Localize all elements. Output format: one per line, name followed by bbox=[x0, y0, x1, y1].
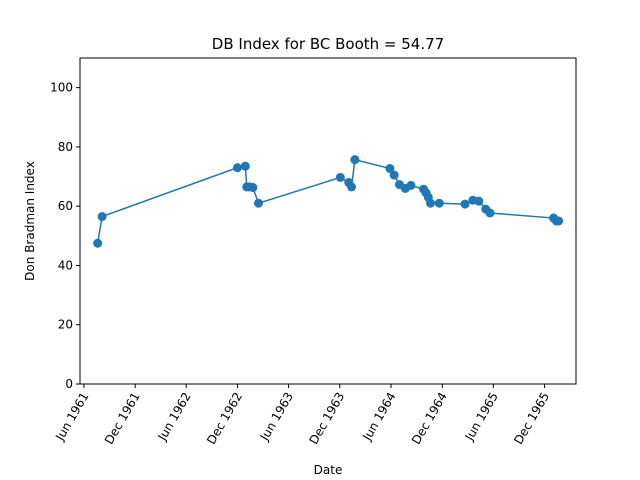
x-axis-label: Date bbox=[314, 463, 343, 477]
data-point bbox=[426, 198, 436, 208]
data-point bbox=[406, 180, 416, 190]
data-point bbox=[485, 208, 495, 218]
data-point bbox=[93, 238, 103, 248]
data-point bbox=[335, 172, 345, 182]
data-point bbox=[254, 198, 264, 208]
data-point bbox=[350, 155, 360, 165]
y-tick-label: 20 bbox=[58, 318, 73, 332]
data-point bbox=[554, 216, 564, 226]
data-point bbox=[385, 164, 395, 174]
data-point bbox=[347, 182, 357, 192]
data-point bbox=[232, 163, 242, 173]
y-tick-label: 0 bbox=[65, 377, 73, 391]
data-point bbox=[248, 183, 258, 193]
y-axis-label: Don Bradman Index bbox=[23, 161, 37, 281]
plot-area bbox=[93, 155, 564, 248]
data-point bbox=[389, 170, 399, 180]
y-axis: 0 20 40 60 80 100 bbox=[50, 81, 80, 391]
y-tick-label: 80 bbox=[58, 140, 73, 154]
y-tick-label: 100 bbox=[50, 81, 73, 95]
y-tick-label: 60 bbox=[58, 199, 73, 213]
data-point bbox=[434, 198, 444, 208]
data-point bbox=[474, 196, 484, 206]
data-point bbox=[460, 199, 470, 209]
axes-frame bbox=[79, 57, 577, 385]
data-point bbox=[97, 212, 107, 222]
y-tick-label: 40 bbox=[58, 258, 73, 272]
chart-title: DB Index for BC Booth = 54.77 bbox=[212, 35, 444, 53]
data-point bbox=[240, 161, 250, 171]
